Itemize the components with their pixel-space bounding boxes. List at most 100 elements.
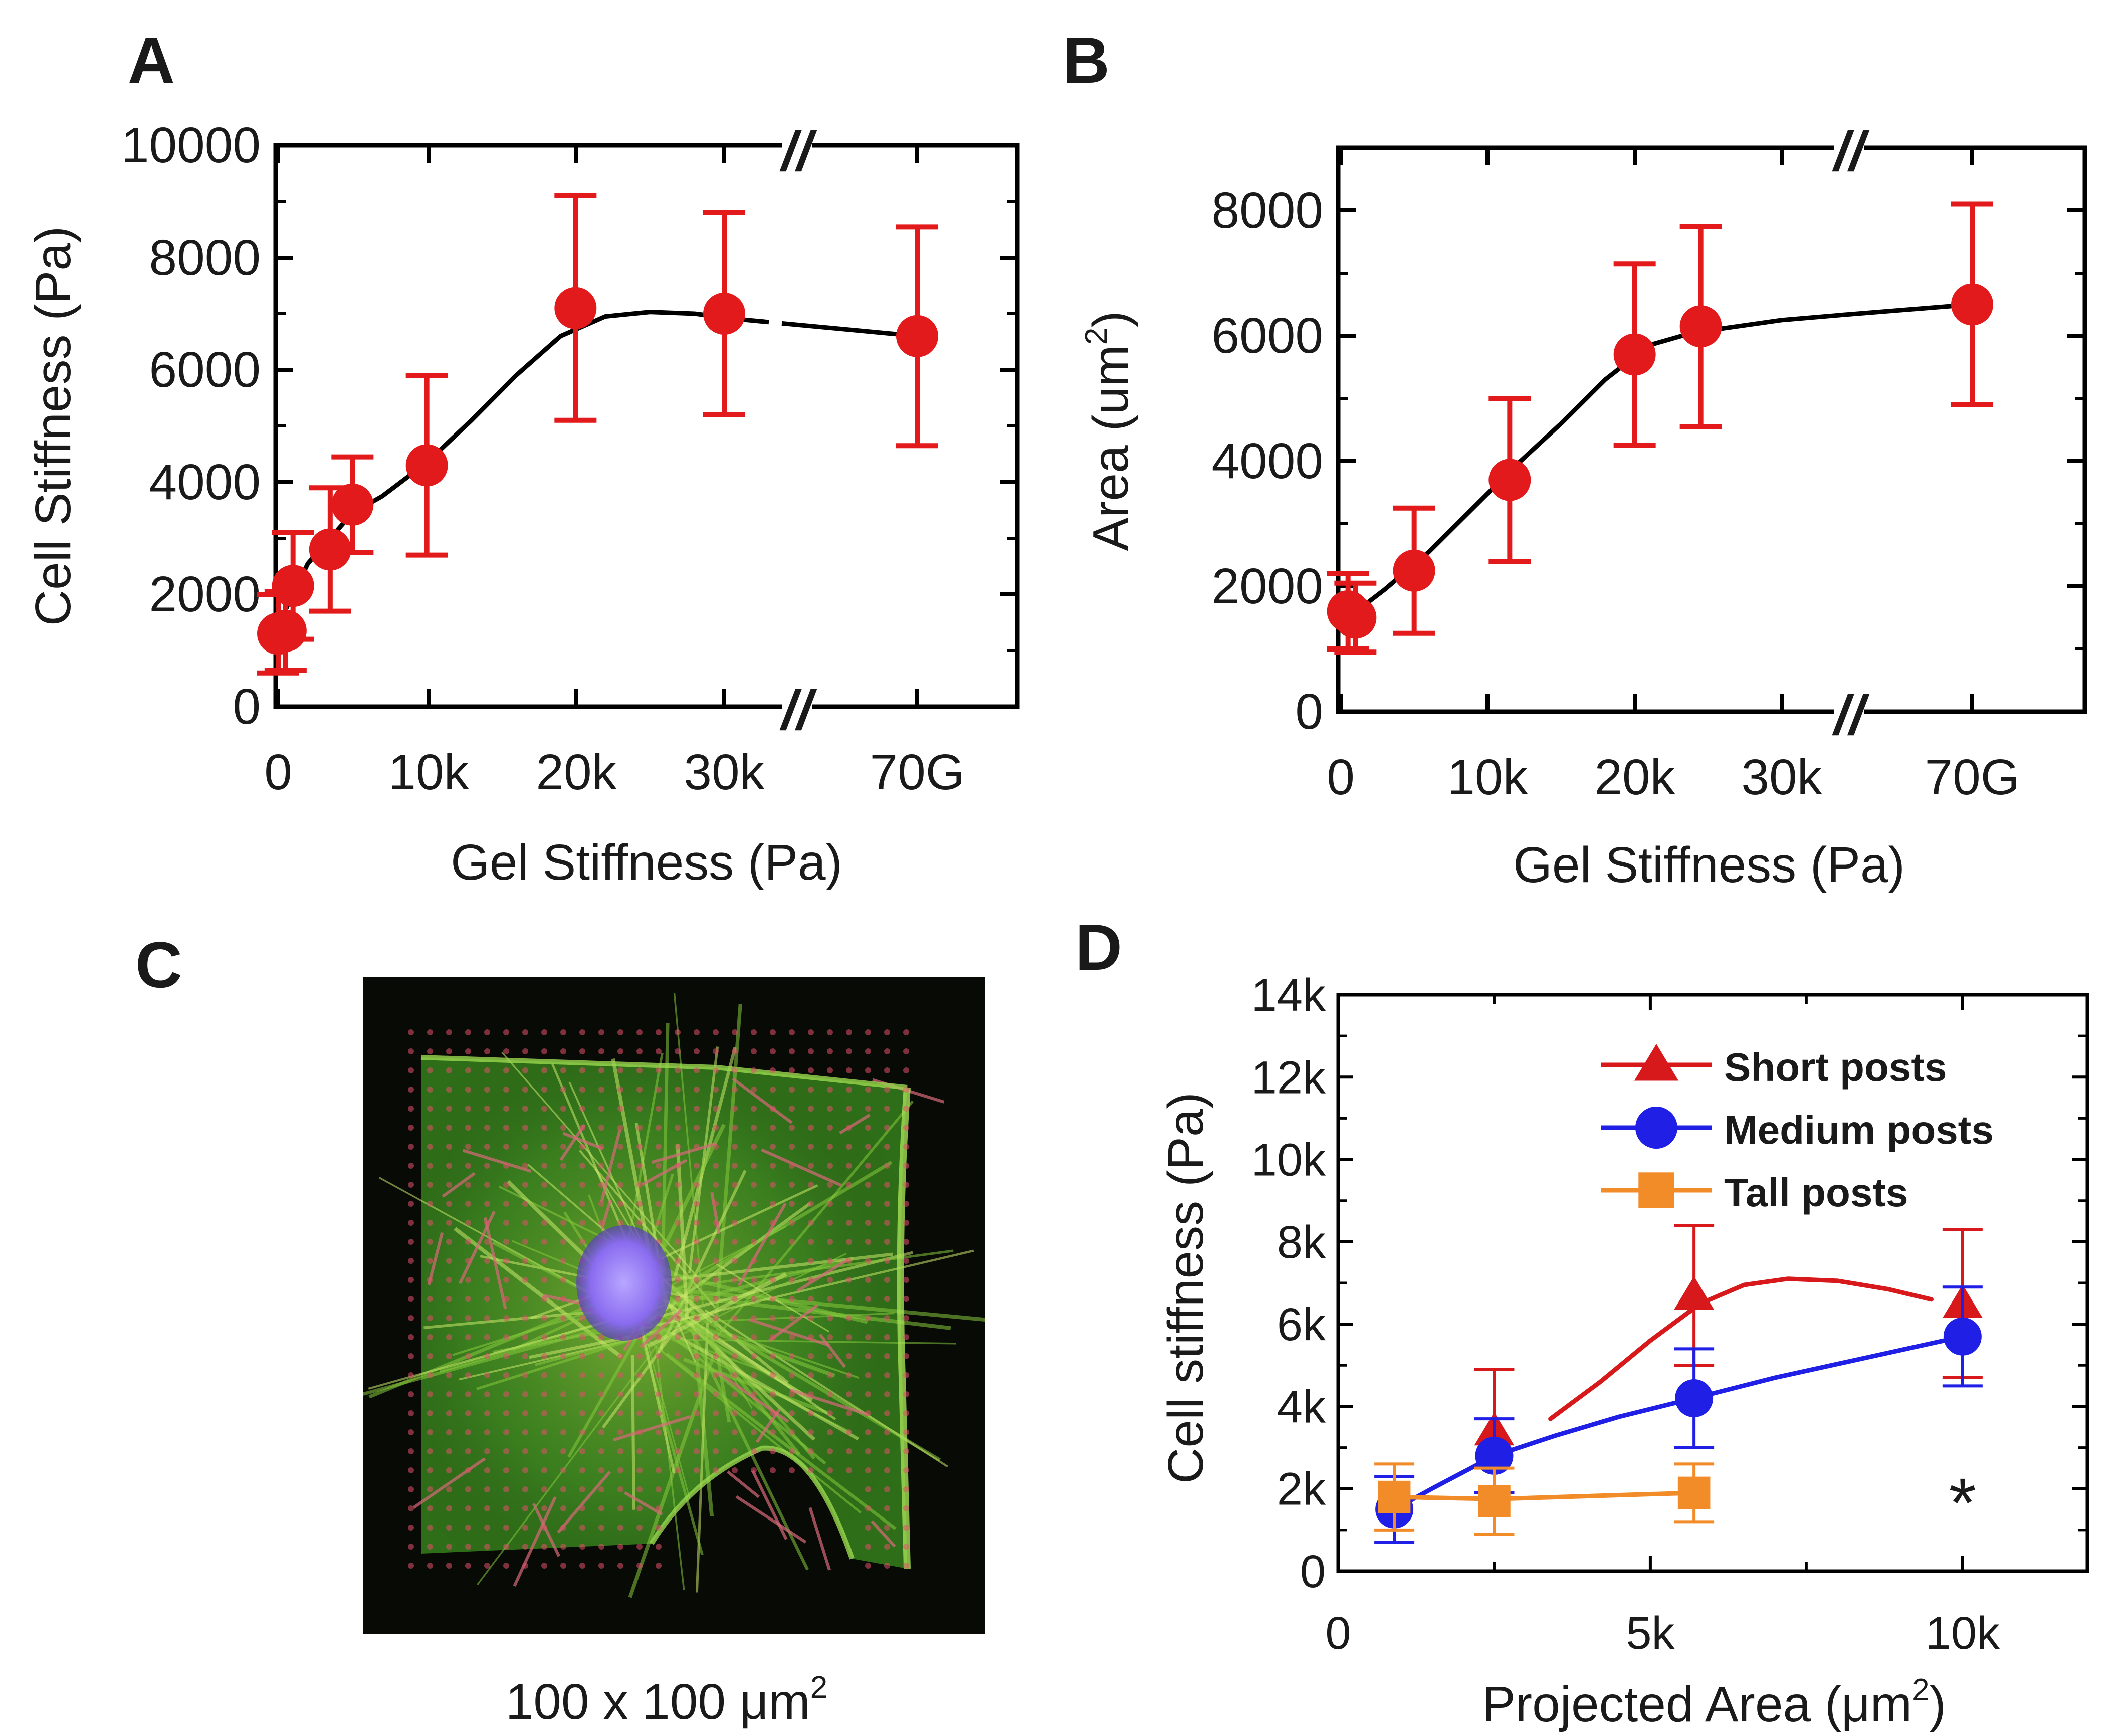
micropost-dot-621 [408,1467,414,1473]
micropost-dot-100 [770,1087,776,1093]
micropost-dot-697 [884,1525,890,1531]
micropost-dot-549 [579,1410,585,1416]
micropost-dot-376 [884,1277,890,1283]
micropost-dot-239 [846,1182,852,1188]
micropost-dot-259 [713,1201,719,1207]
micropost-dot-685 [465,1525,471,1531]
panel-d-x-axis-label-main: Projected Area (μm [1482,1676,1912,1732]
micropost-dot-53 [903,1048,909,1054]
micropost-dot-70 [713,1067,719,1073]
panel-d-x-axis-label-sup: 2 [1912,1673,1929,1707]
micropost-dot-490 [484,1372,490,1378]
micropost-dot-173 [617,1144,623,1150]
micropost-dot-158 [846,1125,852,1131]
micropost-dot-304 [541,1239,547,1245]
micropost-dot-555 [694,1410,700,1416]
micropost-dot-195 [522,1163,528,1169]
micropost-dot-630 [579,1467,585,1473]
micropost-dot-459 [408,1353,414,1359]
micropost-dot-420 [694,1315,700,1321]
focal-adhesion-0 [559,1124,586,1161]
micropost-dot-442 [598,1334,604,1340]
d-y-tick-label-2: 4k [1277,1381,1326,1432]
d-series-line-1 [1392,1334,1965,1512]
micropost-dot-586 [770,1429,776,1435]
micropost-dot-725 [579,1563,585,1569]
micropost-dot-188 [903,1144,909,1150]
micropost-dot-249 [522,1201,528,1207]
micropost-dot-623 [446,1467,452,1473]
micropost-dot-327 [465,1258,471,1264]
micropost-dot-247 [484,1201,490,1207]
micropost-dot-448 [713,1334,719,1340]
micropost-dot-179 [732,1144,738,1150]
micropost-dot-589 [827,1429,833,1435]
actin-fiber-30 [535,1327,673,1366]
micropost-dot-183 [808,1144,814,1150]
micropost-dot-509 [846,1372,852,1378]
micropost-dot-175 [656,1144,662,1150]
micropost-dot-206 [732,1163,738,1169]
micropost-dot-144 [579,1125,585,1131]
actin-fiber-85 [676,1144,689,1319]
micropost-dot-133 [884,1106,890,1112]
micropost-dot-272 [446,1220,452,1226]
micropost-dot-58 [484,1067,490,1073]
micropost-dot-127 [770,1106,776,1112]
micropost-dot-578 [617,1429,623,1435]
micropost-dot-458 [903,1334,909,1340]
micropost-dot-22 [827,1029,833,1035]
micropost-dot-402 [865,1296,871,1302]
actin-fiber-51 [477,1317,679,1585]
micropost-dot-726 [598,1563,604,1569]
micropost-dot-438 [522,1334,528,1340]
micropost-dot-261 [751,1201,757,1207]
micropost-dot-75 [808,1067,814,1073]
micropost-dot-441 [579,1334,585,1340]
micropost-dot-56 [446,1067,452,1073]
micropost-dot-356 [503,1277,509,1283]
micropost-dot-57 [465,1067,471,1073]
micropost-dot-706 [541,1544,547,1550]
micropost-dot-45 [751,1048,757,1054]
micropost-dot-33 [522,1048,528,1054]
micropost-dot-603 [579,1448,585,1454]
micropost-dot-562 [827,1410,833,1416]
micropost-dot-664 [903,1486,909,1492]
micropost-dot-615 [808,1448,814,1454]
micropost-dot-462 [465,1353,471,1359]
micropost-dot-489 [465,1372,471,1378]
micropost-dot-80 [903,1067,909,1073]
micropost-dot-590 [846,1429,852,1435]
d-series-line-2 [1392,1490,1696,1501]
micropost-dot-612 [751,1448,757,1454]
micropost-dot-186 [865,1144,871,1150]
micropost-dot-348 [865,1258,871,1264]
micropost-dot-425 [789,1315,795,1321]
micropost-dot-290 [789,1220,795,1226]
micropost-dot-423 [751,1315,757,1321]
micropost-dot-582 [694,1429,700,1435]
micropost-dot-711 [636,1544,643,1550]
micropost-dot-121 [656,1106,662,1112]
micropost-dot-55 [427,1067,433,1073]
micropost-dot-359 [560,1277,566,1283]
micropost-dot-34 [541,1048,547,1054]
micropost-dot-559 [770,1410,776,1416]
micropost-dot-116 [560,1106,566,1112]
micropost-dot-535 [827,1391,833,1397]
micropost-dot-624 [465,1467,471,1473]
micropost-dot-435 [465,1334,471,1340]
micropost-dot-301 [484,1239,490,1245]
micropost-dot-267 [865,1201,871,1207]
micropost-dot-529 [713,1391,719,1397]
micropost-dot-243 [408,1201,414,1207]
micropost-dot-370 [770,1277,776,1283]
focal-adhesion-26 [624,1491,663,1516]
micropost-dot-611 [732,1448,738,1454]
micropost-dot-245 [446,1201,452,1207]
micropost-dot-1 [427,1029,433,1035]
micropost-dot-469 [598,1353,604,1359]
micropost-dot-401 [846,1296,852,1302]
micropost-dot-414 [579,1315,585,1321]
